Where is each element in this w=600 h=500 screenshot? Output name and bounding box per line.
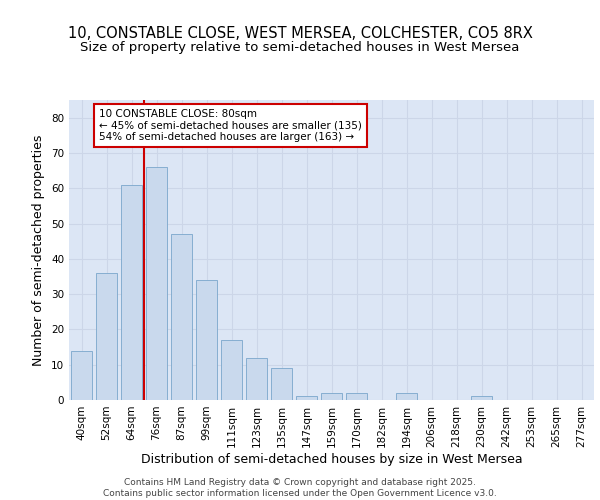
- Text: 10, CONSTABLE CLOSE, WEST MERSEA, COLCHESTER, CO5 8RX: 10, CONSTABLE CLOSE, WEST MERSEA, COLCHE…: [68, 26, 532, 41]
- Bar: [196, 280, 217, 400]
- Bar: [396, 393, 417, 400]
- Bar: [471, 396, 492, 400]
- Bar: [121, 184, 142, 400]
- Bar: [321, 393, 342, 400]
- Bar: [271, 368, 292, 400]
- Bar: [146, 167, 167, 400]
- Y-axis label: Number of semi-detached properties: Number of semi-detached properties: [32, 134, 46, 366]
- Text: 10 CONSTABLE CLOSE: 80sqm
← 45% of semi-detached houses are smaller (135)
54% of: 10 CONSTABLE CLOSE: 80sqm ← 45% of semi-…: [99, 109, 362, 142]
- Bar: [221, 340, 242, 400]
- Bar: [96, 273, 117, 400]
- Bar: [171, 234, 192, 400]
- Bar: [296, 396, 317, 400]
- Bar: [346, 393, 367, 400]
- Bar: [246, 358, 267, 400]
- Text: Size of property relative to semi-detached houses in West Mersea: Size of property relative to semi-detach…: [80, 41, 520, 54]
- Bar: [71, 350, 92, 400]
- Text: Contains HM Land Registry data © Crown copyright and database right 2025.
Contai: Contains HM Land Registry data © Crown c…: [103, 478, 497, 498]
- X-axis label: Distribution of semi-detached houses by size in West Mersea: Distribution of semi-detached houses by …: [140, 452, 523, 466]
